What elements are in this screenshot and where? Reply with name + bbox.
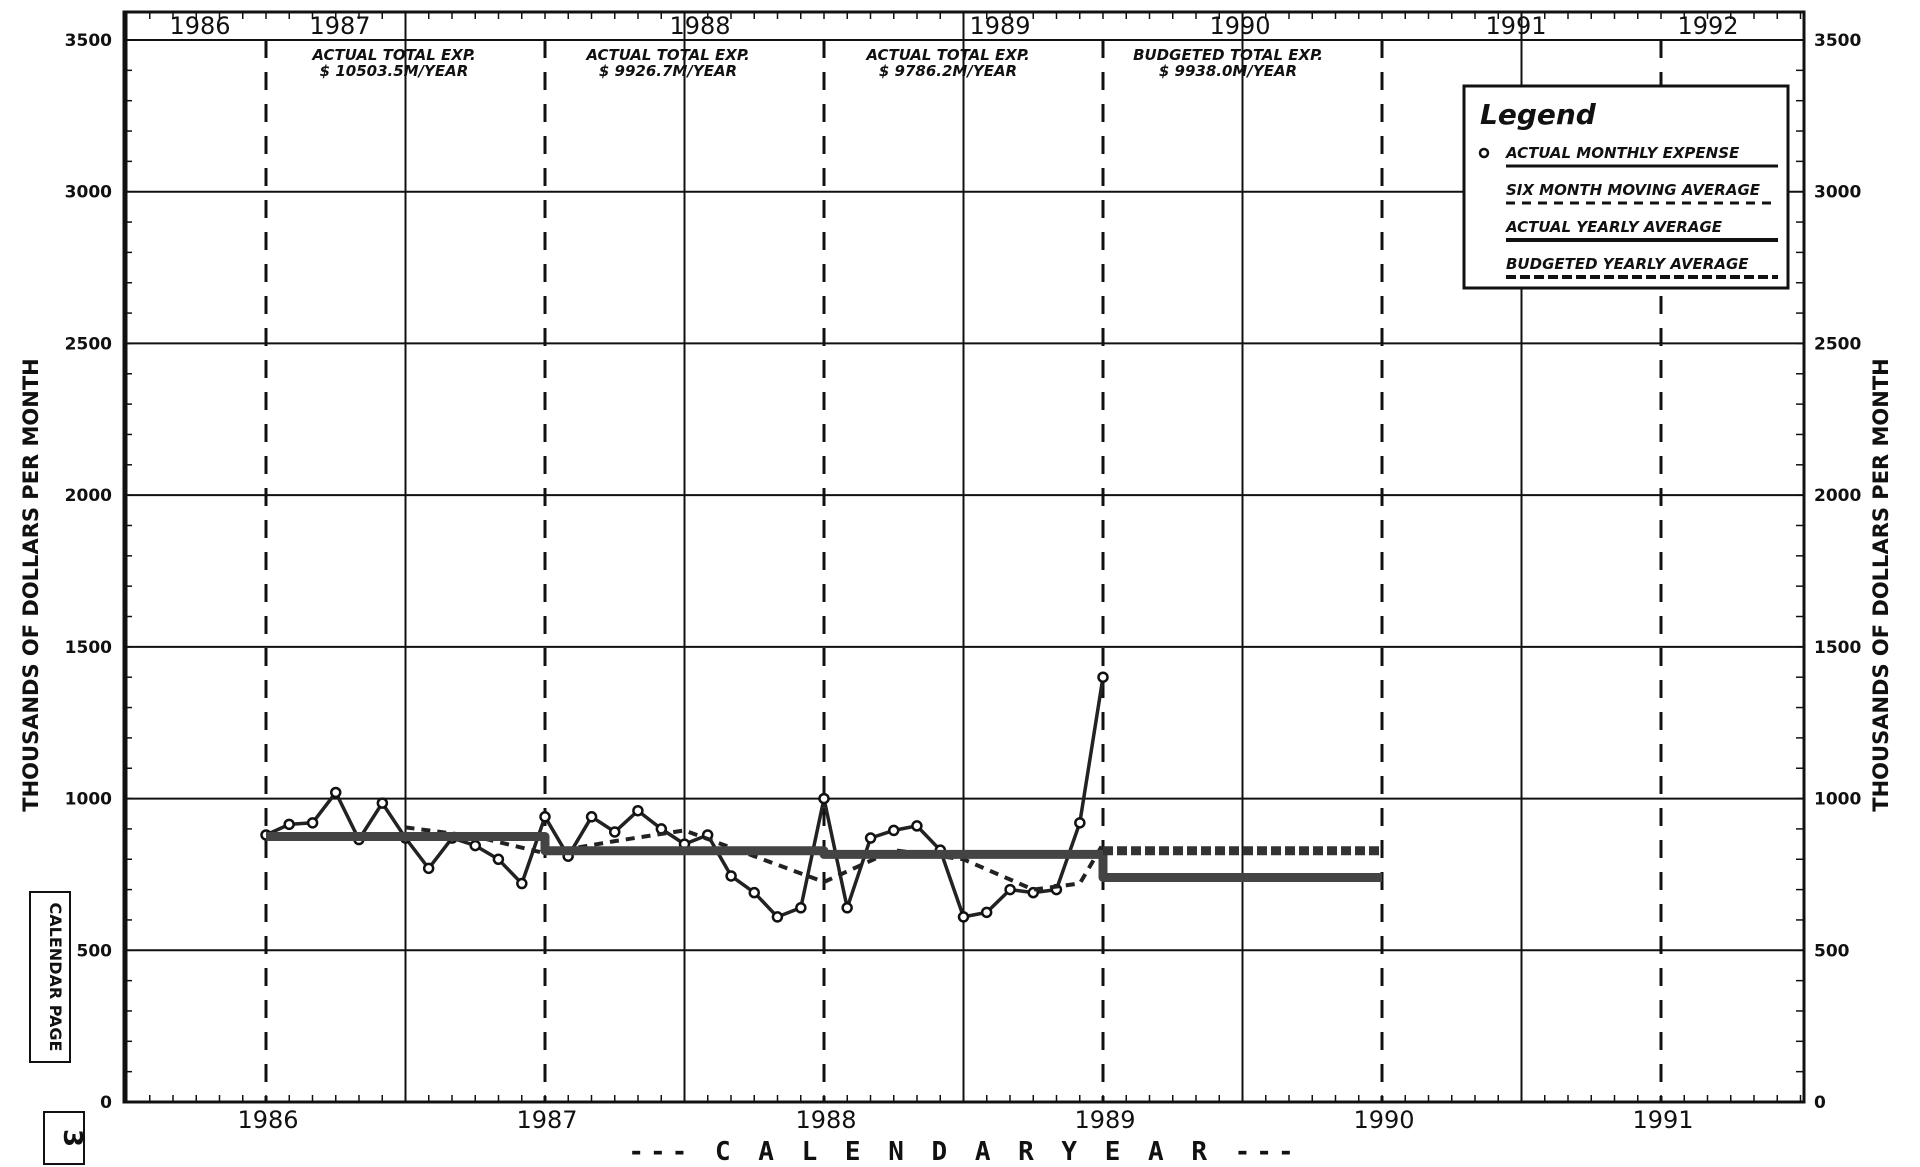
x-axis-title: --- C A L E N D A R Y E A R ---	[628, 1137, 1299, 1167]
annotation-line2: $ 9938.0M/YEAR	[1159, 62, 1297, 80]
annotation-line1: ACTUAL TOTAL EXP.	[311, 46, 475, 64]
fiscal-year-labels: 1986 1987 1988 1989 1990 1991 1992	[169, 12, 1738, 40]
series-group	[260, 671, 1382, 923]
data-point	[330, 786, 342, 799]
y-axis-title: THOUSANDS OF DOLLARS PER MONTH	[19, 358, 43, 811]
data-point	[283, 818, 295, 831]
data-point	[1004, 883, 1016, 896]
annotation-line1: BUDGETED TOTAL EXP.	[1133, 46, 1323, 64]
data-point	[492, 853, 505, 866]
y-tick-label-right: 1000	[1814, 790, 1861, 810]
y-tick-label: 2000	[65, 486, 112, 506]
calendar-year-label: 1988	[795, 1106, 856, 1134]
calendar-year-labels: 1986 1987 1988 1989 1990 1991	[237, 1106, 1693, 1134]
y-tick-labels: 0 500 1000 1500 2000 2500 3000 3500 0 500 1000 1500…	[65, 31, 1862, 1113]
calendar-year-label: 1989	[1074, 1106, 1135, 1134]
data-point	[585, 811, 598, 823]
data-point	[469, 839, 481, 852]
data-point	[539, 811, 551, 823]
page-number-box	[43, 1111, 85, 1165]
data-point	[748, 886, 760, 899]
side-stamp-label: CALENDAR PAGE	[46, 903, 65, 1052]
calendar-year-label: 1986	[237, 1106, 298, 1134]
data-point	[1074, 817, 1086, 829]
legend-box	[1462, 84, 1790, 290]
data-point	[795, 902, 807, 914]
gridlines	[124, 12, 1804, 1103]
legend-entry-label: BUDGETED YEARLY AVERAGE	[1506, 255, 1749, 273]
fiscal-year-label: 1986	[169, 12, 230, 40]
data-point	[841, 902, 853, 914]
y-tick-label: 2500	[65, 334, 112, 354]
series-line	[405, 825, 1105, 892]
fiscal-year-label: 1987	[309, 12, 370, 40]
fiscal-year-label: 1990	[1209, 12, 1270, 40]
calendar-year-label: 1990	[1353, 1106, 1414, 1134]
y-tick-label-right: 2500	[1814, 334, 1861, 354]
data-point	[376, 797, 389, 809]
y-tick-label: 3500	[65, 31, 112, 51]
y-tick-label-right: 3000	[1814, 183, 1861, 203]
legend-entries: ACTUAL MONTHLY EXPENSE SIX MONTH MOVING A…	[1478, 144, 1778, 279]
legend-entry-label: SIX MONTH MOVING AVERAGE	[1506, 181, 1761, 199]
fiscal-year-label: 1989	[969, 12, 1030, 40]
legend-title: Legend	[1480, 98, 1597, 131]
annotation-line2: $ 9926.7M/YEAR	[599, 62, 737, 80]
series-line	[266, 832, 1382, 882]
y-tick-label-right: 0	[1814, 1093, 1826, 1113]
annotation-line2: $ 10503.5M/YEAR	[320, 62, 469, 80]
y-tick-label: 500	[77, 941, 113, 961]
legend: Legend ACTUAL MONTHLY EXPENSE SIX MONTH M…	[1462, 84, 1790, 290]
fiscal-year-label: 1991	[1485, 12, 1546, 40]
y-tick-label-right: 500	[1814, 941, 1850, 961]
legend-entry-label: ACTUAL MONTHLY EXPENSE	[1505, 144, 1740, 162]
data-point	[771, 911, 784, 923]
data-point	[306, 817, 319, 829]
data-point	[609, 826, 621, 838]
data-point	[516, 877, 528, 890]
data-point	[888, 824, 900, 837]
y-tick-label: 1000	[65, 790, 112, 810]
data-point	[725, 870, 737, 882]
data-point	[632, 804, 644, 817]
data-point	[1097, 671, 1109, 683]
data-point	[818, 792, 830, 805]
y-tick-label-right: 2000	[1814, 486, 1861, 506]
fiscal-year-label: 1992	[1677, 12, 1738, 40]
side-stamp: CALENDAR PAGE 3	[29, 891, 87, 1165]
y-axis-title-right: THOUSANDS OF DOLLARS PER MONTH	[1869, 358, 1893, 811]
y-tick-label: 3000	[65, 183, 112, 203]
data-point	[957, 911, 970, 923]
annotation-line1: ACTUAL TOTAL EXP.	[865, 46, 1029, 64]
data-point	[980, 906, 993, 919]
y-tick-label: 0	[100, 1093, 112, 1113]
calendar-year-label: 1987	[516, 1106, 577, 1134]
data-point	[422, 862, 435, 875]
side-stamp-box	[29, 891, 71, 1063]
legend-marker	[1478, 147, 1490, 159]
fiscal-year-label: 1988	[669, 12, 730, 40]
annotation-line2: $ 9786.2M/YEAR	[879, 62, 1017, 80]
data-point	[911, 820, 923, 832]
y-tick-label-right: 3500	[1814, 31, 1861, 51]
annotation-line1: ACTUAL TOTAL EXP.	[585, 46, 749, 64]
y-tick-label: 1500	[65, 638, 112, 658]
legend-entry-label: ACTUAL YEARLY AVERAGE	[1505, 218, 1723, 236]
y-tick-label-right: 1500	[1814, 638, 1861, 658]
data-point	[864, 832, 877, 844]
calendar-year-label: 1991	[1632, 1106, 1693, 1134]
page-number: 3	[57, 1129, 87, 1147]
